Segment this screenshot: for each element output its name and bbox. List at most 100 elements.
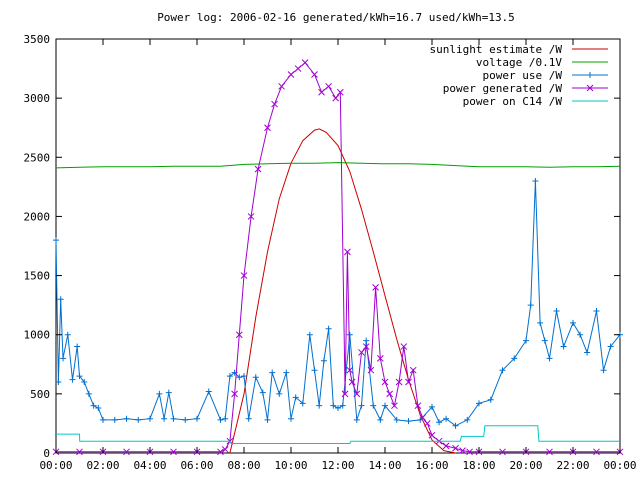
legend-label: power generated /W [443, 82, 563, 95]
data-point-power-generated-w [264, 124, 271, 132]
data-point-power-use-w [135, 416, 142, 423]
x-tick-label: 18:00 [462, 459, 495, 472]
data-point-power-generated-w [287, 71, 295, 78]
data-point-power-generated-w [294, 65, 302, 72]
data-point-power-use-w [194, 415, 200, 422]
x-tick-label: 10:00 [274, 459, 307, 472]
data-point-power-use-w [429, 403, 435, 410]
data-point-power-use-w [532, 177, 539, 184]
data-point-power-generated-w [217, 448, 224, 456]
data-point-power-generated-w [123, 448, 130, 456]
data-point-power-use-w [64, 331, 71, 338]
data-point-power-use-w [325, 325, 332, 332]
data-point-power-generated-w [301, 59, 309, 67]
data-point-power-use-w [560, 343, 567, 350]
x-tick-label: 02:00 [86, 459, 119, 472]
data-point-power-use-w [269, 369, 276, 376]
data-point-power-use-w [320, 357, 327, 364]
x-tick-label: 12:00 [321, 459, 354, 472]
series-power-use-w [53, 177, 623, 429]
data-point-power-use-w [259, 389, 266, 396]
data-point-power-use-w [85, 390, 92, 397]
data-point-power-generated-w [231, 390, 238, 398]
data-point-power-generated-w [391, 402, 398, 410]
data-point-power-use-w [339, 402, 346, 409]
data-point-power-use-w [593, 308, 600, 315]
data-point-power-use-w [335, 405, 341, 412]
data-point-power-generated-w [395, 378, 403, 386]
data-point-power-use-w [511, 355, 518, 362]
data-point-power-use-w [370, 402, 377, 409]
series-line-sunlight-estimate-w [229, 128, 456, 454]
legend-label: voltage /0.1V [476, 56, 562, 69]
legend-marker [586, 84, 594, 92]
data-point-power-use-w [182, 416, 189, 423]
data-point-power-generated-w [466, 448, 473, 456]
data-point-power-generated-w [247, 213, 255, 220]
data-point-power-use-w [161, 415, 168, 422]
data-point-power-generated-w [235, 331, 243, 339]
data-point-power-use-w [443, 415, 450, 422]
x-tick-label: 00:00 [39, 459, 72, 472]
data-point-power-use-w [165, 389, 172, 396]
data-point-power-generated-w [442, 442, 450, 450]
data-point-power-use-w [436, 419, 443, 426]
data-point-power-use-w [546, 355, 553, 362]
data-point-power-use-w [74, 343, 81, 350]
data-point-power-use-w [306, 331, 313, 338]
legend-label: power on C14 /W [463, 95, 563, 108]
data-point-power-use-w [537, 319, 544, 326]
data-point-power-use-w [476, 400, 482, 407]
data-point-power-use-w [76, 373, 83, 380]
data-point-power-use-w [156, 390, 163, 397]
data-point-power-generated-w [499, 448, 506, 456]
data-point-power-use-w [487, 396, 494, 403]
data-point-power-generated-w [221, 446, 229, 453]
data-point-power-generated-w [318, 88, 325, 96]
data-point-power-use-w [241, 373, 247, 380]
y-tick-label: 3500 [24, 33, 51, 46]
data-point-power-generated-w [372, 284, 379, 291]
data-point-power-use-w [346, 331, 353, 338]
data-point-power-generated-w [423, 420, 431, 427]
y-axis: 0 500 1000 1500 2000 2500 3000 3500 [24, 33, 620, 460]
data-point-power-use-w [584, 349, 591, 356]
data-point-power-use-w [264, 416, 271, 423]
data-point-power-use-w [245, 415, 252, 422]
series-voltage-0-1v [55, 162, 621, 169]
data-point-power-use-w [570, 319, 576, 326]
data-point-power-use-w [299, 400, 306, 407]
data-point-power-use-w [81, 379, 88, 386]
legend-marker [587, 72, 593, 78]
data-point-power-generated-w [278, 82, 285, 90]
data-point-power-use-w [252, 374, 259, 381]
data-point-power-use-w [55, 379, 62, 386]
data-point-power-use-w [90, 402, 97, 409]
x-tick-label: 06:00 [180, 459, 213, 472]
data-point-power-use-w [311, 367, 318, 374]
data-point-power-use-w [69, 376, 76, 383]
y-tick-label: 1000 [24, 329, 51, 342]
data-point-power-use-w [60, 355, 67, 362]
data-point-power-generated-w [254, 165, 262, 173]
data-point-power-use-w [577, 331, 584, 338]
data-point-power-generated-w [381, 378, 389, 386]
x-tick-label: 22:00 [556, 459, 589, 472]
data-point-power-generated-w [332, 94, 340, 102]
data-point-power-use-w [53, 237, 59, 244]
data-point-power-generated-w [593, 448, 600, 456]
data-point-power-use-w [222, 415, 229, 422]
data-point-power-generated-w [386, 390, 394, 398]
data-point-power-generated-w [419, 414, 426, 421]
data-point-power-generated-w [362, 343, 370, 350]
data-point-power-generated-w [336, 88, 344, 96]
data-point-power-use-w [276, 390, 283, 397]
data-point-power-use-w [283, 369, 290, 376]
data-point-power-generated-w [311, 71, 318, 78]
data-point-power-use-w [226, 373, 233, 380]
y-tick-label: 3000 [24, 92, 51, 105]
data-point-power-use-w [452, 422, 459, 429]
data-point-power-use-w [316, 402, 323, 409]
